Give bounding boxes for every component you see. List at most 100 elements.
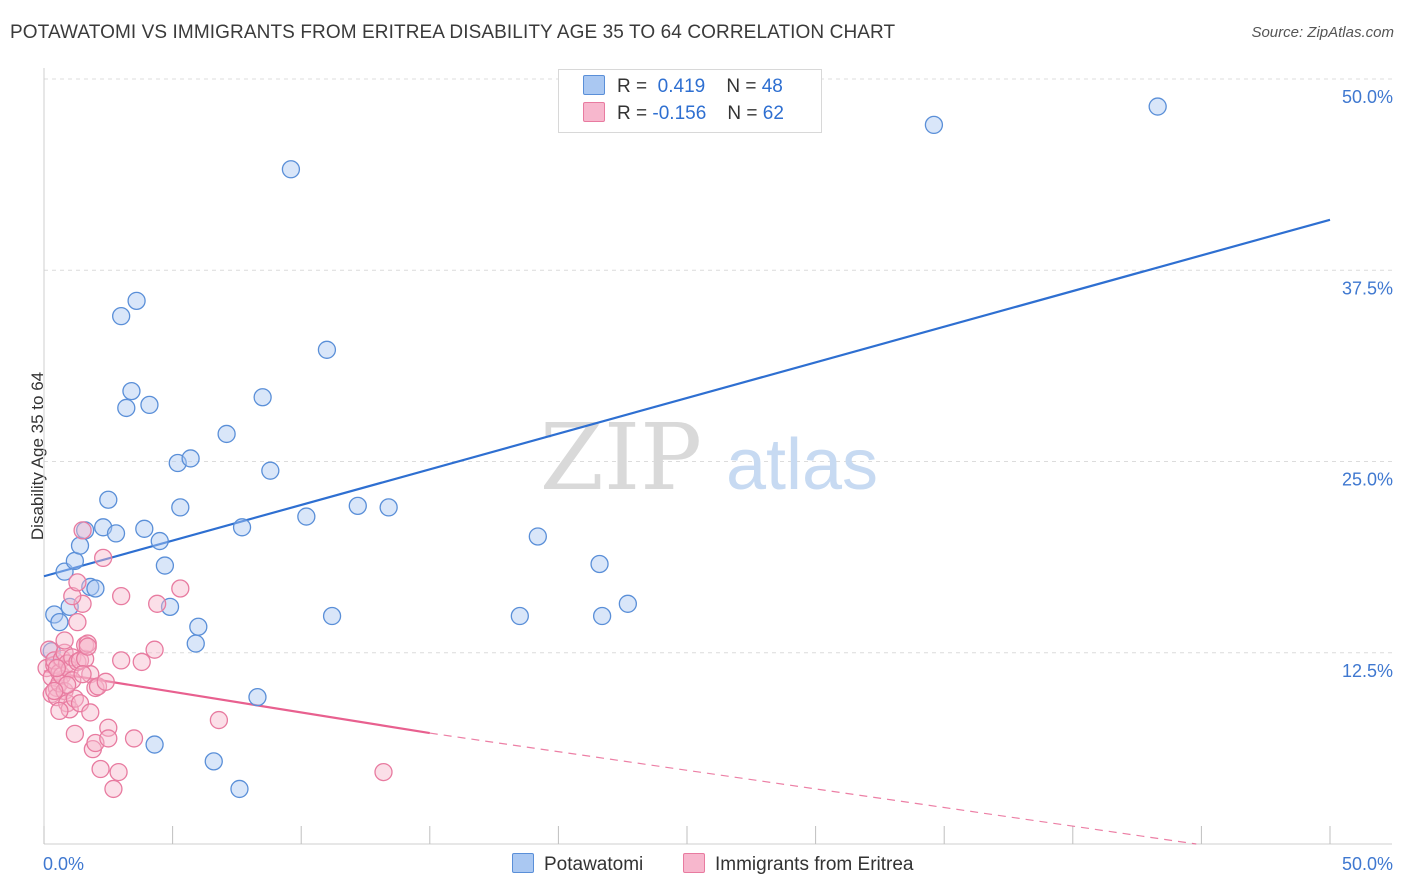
- legend-label: Potawatomi: [544, 854, 644, 875]
- point-blue: [924, 115, 944, 135]
- point-pink: [47, 658, 67, 678]
- source-label: Source: ZipAtlas.com: [1251, 24, 1394, 41]
- point-pink: [112, 651, 131, 670]
- tick-labels: 12.5% 25.0% 37.5% 50.0% 0.0% 50.0%: [43, 87, 1393, 874]
- point-pink: [68, 573, 87, 592]
- axes: [43, 68, 1392, 845]
- point-blue: [261, 461, 280, 480]
- point-pink: [124, 729, 144, 748]
- point-pink: [63, 586, 82, 606]
- point-blue: [1148, 97, 1167, 116]
- point-blue: [230, 779, 249, 799]
- stats-row-eritrea: R = -0.156 N = 62: [583, 102, 784, 126]
- point-pink: [132, 652, 151, 672]
- point-pink: [73, 594, 92, 613]
- gridlines: [44, 78, 1392, 654]
- n-label: N =: [727, 103, 758, 124]
- point-pink: [65, 724, 85, 743]
- point-pink: [112, 586, 131, 606]
- point-blue: [189, 617, 208, 636]
- point-blue: [528, 527, 547, 546]
- point-blue: [348, 496, 367, 516]
- point-blue: [592, 606, 612, 626]
- point-pink: [73, 521, 92, 540]
- r-label: R =: [617, 76, 648, 97]
- point-blue: [150, 531, 169, 551]
- x-tick-label: 50.0%: [1342, 854, 1393, 874]
- y-tick-label: 12.5%: [1342, 661, 1393, 681]
- point-blue: [379, 498, 398, 517]
- watermark: ZIP atlas: [540, 404, 878, 511]
- trend-line-blue: [43, 218, 1331, 578]
- point-blue: [86, 579, 105, 598]
- trend-line-pink: [43, 670, 430, 735]
- point-blue: [510, 606, 529, 626]
- y-tick-label: 25.0%: [1342, 470, 1393, 490]
- watermark-zip: ZIP: [540, 404, 702, 511]
- point-pink: [78, 637, 97, 656]
- data-points: [37, 97, 1167, 799]
- point-pink: [171, 579, 190, 598]
- point-pink: [104, 779, 123, 799]
- point-pink: [99, 729, 118, 748]
- n-value: 62: [762, 103, 784, 124]
- point-blue: [204, 752, 223, 771]
- chart-title: POTAWATOMI VS IMMIGRANTS FROM ERITREA DI…: [10, 22, 896, 43]
- n-label: N =: [726, 76, 757, 97]
- point-pink: [96, 672, 115, 691]
- point-blue: [232, 518, 252, 537]
- point-pink: [45, 681, 64, 701]
- y-tick-label: 37.5%: [1342, 278, 1393, 298]
- watermark-atlas: atlas: [726, 425, 878, 505]
- point-pink: [70, 694, 90, 713]
- point-blue: [145, 735, 164, 754]
- point-blue: [181, 449, 200, 468]
- stats-legend: R = 0.419 N = 48 R = -0.156 N = 62: [558, 69, 822, 133]
- point-blue: [135, 519, 154, 538]
- point-blue: [106, 524, 126, 543]
- point-blue: [281, 160, 301, 179]
- point-pink: [73, 665, 92, 684]
- trend-lines: [43, 218, 1331, 845]
- point-pink: [148, 594, 167, 613]
- point-blue: [248, 687, 267, 707]
- legend-item-potawatomi[interactable]: Potawatomi: [512, 853, 643, 876]
- point-blue: [99, 490, 118, 509]
- point-blue: [122, 381, 141, 401]
- pink-swatch: [683, 853, 705, 873]
- point-blue: [140, 395, 159, 415]
- r-value: -0.156: [652, 103, 707, 124]
- point-blue: [217, 424, 236, 444]
- y-tick-label: 50.0%: [1342, 87, 1393, 107]
- legend-item-eritrea[interactable]: Immigrants from Eritrea: [683, 853, 913, 876]
- point-pink: [209, 710, 229, 730]
- point-blue: [590, 554, 609, 574]
- point-blue: [70, 536, 90, 555]
- point-blue: [297, 507, 316, 526]
- point-pink: [55, 631, 74, 650]
- point-pink: [50, 701, 69, 721]
- point-pink: [145, 640, 164, 659]
- point-blue: [117, 398, 136, 418]
- point-blue: [112, 306, 131, 326]
- point-blue: [618, 594, 637, 613]
- n-value: 48: [761, 76, 783, 97]
- point-blue: [186, 634, 205, 653]
- point-blue: [171, 498, 190, 517]
- point-blue: [50, 613, 69, 632]
- point-blue: [317, 340, 337, 359]
- point-pink: [94, 548, 113, 568]
- point-pink: [99, 718, 118, 737]
- point-pink: [374, 762, 393, 782]
- x-tick-label: 0.0%: [43, 854, 84, 874]
- pink-swatch: [583, 102, 605, 122]
- point-blue: [127, 291, 146, 311]
- r-value: 0.419: [657, 76, 706, 97]
- blue-swatch: [583, 75, 605, 95]
- trend-line-extension-pink: [429, 732, 1197, 845]
- point-pink: [81, 703, 100, 722]
- point-blue: [322, 606, 342, 626]
- r-label: R =: [617, 103, 648, 124]
- point-pink: [109, 762, 128, 782]
